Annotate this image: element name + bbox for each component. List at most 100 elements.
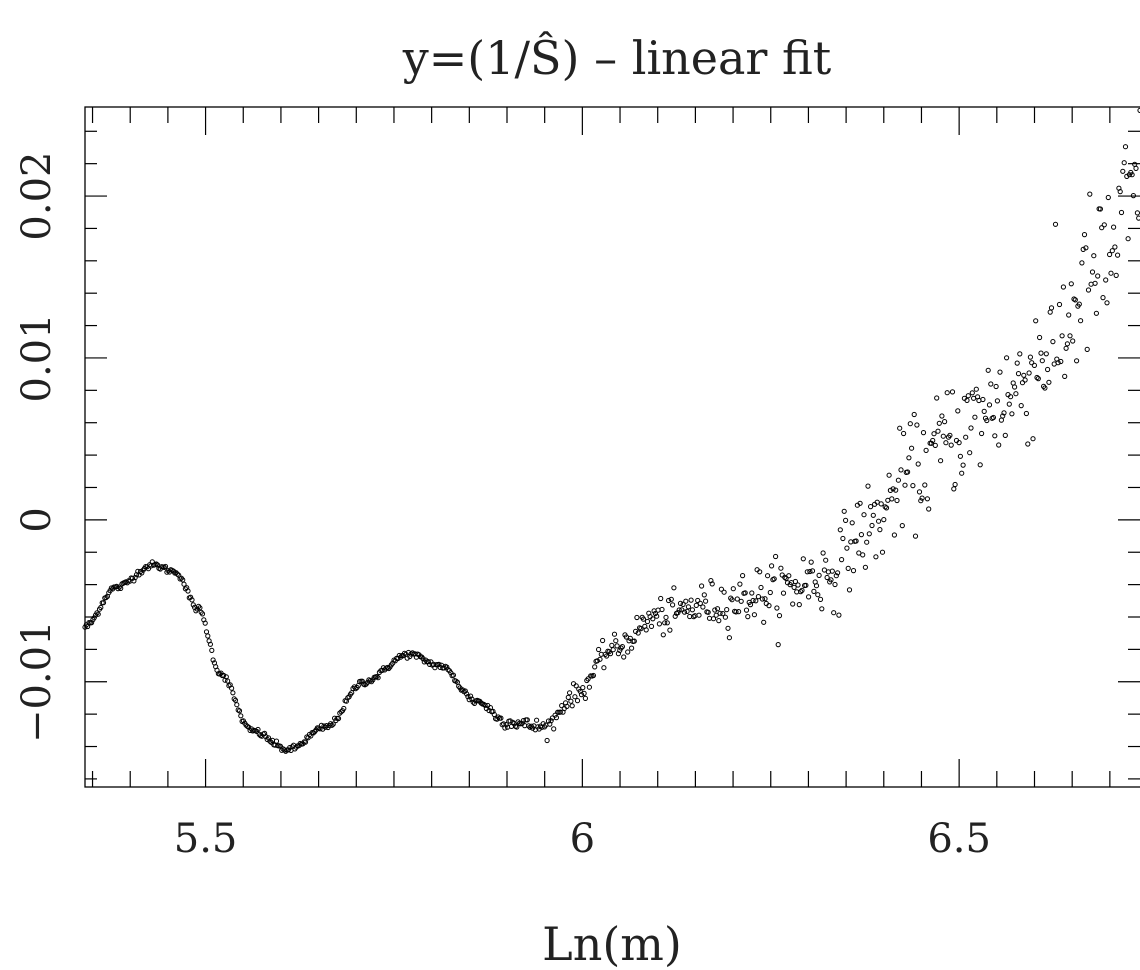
data-point	[1130, 193, 1137, 199]
data-point	[663, 614, 669, 621]
data-point	[947, 432, 953, 438]
data-point	[1137, 107, 1140, 113]
data-point	[799, 587, 805, 594]
data-point	[969, 390, 975, 396]
data-point	[683, 598, 689, 604]
data-point	[338, 709, 344, 715]
data-point	[236, 708, 243, 714]
data-point	[729, 597, 735, 603]
data-point	[590, 672, 597, 679]
data-point	[573, 683, 579, 689]
data-point	[881, 517, 887, 523]
data-point	[1021, 372, 1027, 378]
data-point	[899, 523, 905, 529]
data-point	[749, 590, 755, 596]
data-point	[643, 627, 649, 633]
data-point	[395, 655, 401, 662]
data-point	[1055, 360, 1061, 366]
data-point	[1056, 301, 1063, 308]
data-point	[1012, 384, 1018, 390]
data-point	[375, 675, 381, 681]
data-point	[939, 413, 945, 419]
data-point	[714, 606, 721, 612]
data-point	[705, 609, 711, 615]
data-point	[684, 608, 690, 615]
data-point	[936, 420, 942, 426]
data-point	[769, 563, 775, 569]
data-point	[831, 610, 837, 616]
data-point	[734, 596, 740, 602]
data-point	[864, 539, 870, 545]
data-point	[747, 602, 754, 608]
data-point	[495, 714, 501, 720]
data-point	[507, 718, 513, 724]
data-point	[938, 458, 944, 464]
data-point	[1113, 272, 1119, 278]
data-point	[758, 584, 764, 591]
data-point	[569, 703, 575, 709]
data-point	[409, 650, 416, 656]
data-point	[490, 708, 496, 715]
data-point	[839, 557, 845, 563]
data-point	[928, 440, 935, 446]
data-point	[901, 430, 907, 437]
data-point	[1042, 385, 1048, 391]
data-point	[972, 414, 978, 420]
data-point	[1076, 301, 1082, 307]
data-point	[681, 609, 688, 615]
data-point	[809, 568, 816, 574]
data-point	[841, 508, 847, 514]
data-point	[580, 685, 586, 691]
data-point	[545, 718, 552, 724]
data-point	[786, 573, 792, 579]
data-point	[807, 568, 813, 575]
data-point	[597, 656, 603, 662]
data-point	[205, 633, 211, 639]
data-point	[660, 632, 666, 638]
data-point	[1030, 436, 1036, 442]
data-point	[1023, 410, 1030, 417]
data-point	[998, 417, 1005, 423]
data-point	[210, 657, 216, 663]
data-point	[1009, 411, 1015, 417]
data-point	[203, 629, 210, 635]
data-point	[610, 647, 616, 653]
y-tick-label: 0	[14, 507, 60, 532]
data-point	[850, 568, 857, 574]
data-point	[94, 610, 100, 616]
data-point	[1083, 245, 1089, 251]
data-point	[923, 447, 929, 453]
data-point	[762, 596, 768, 602]
data-point	[116, 584, 122, 590]
data-point	[712, 607, 718, 613]
data-point	[638, 626, 644, 632]
data-point	[1134, 210, 1140, 216]
data-point	[544, 737, 550, 744]
data-point	[1081, 232, 1088, 238]
data-point	[551, 726, 557, 732]
data-point	[526, 723, 532, 729]
data-point	[1048, 305, 1055, 311]
data-point	[619, 644, 626, 650]
data-point	[654, 613, 660, 619]
data-point	[629, 645, 635, 651]
data-point	[1097, 206, 1104, 212]
data-point	[796, 602, 802, 608]
data-point	[774, 605, 780, 611]
data-point	[1033, 318, 1039, 324]
data-point	[1129, 172, 1135, 178]
data-point	[963, 434, 969, 440]
data-point	[1072, 297, 1078, 303]
data-point	[1132, 161, 1138, 167]
data-point	[464, 691, 470, 697]
data-point	[837, 527, 843, 533]
data-point	[1136, 215, 1140, 221]
data-point	[775, 642, 781, 648]
data-point	[1091, 253, 1097, 259]
data-point	[979, 430, 985, 437]
data-point	[721, 589, 727, 595]
data-point	[1104, 300, 1110, 306]
data-point	[765, 573, 771, 579]
data-point	[648, 623, 655, 630]
